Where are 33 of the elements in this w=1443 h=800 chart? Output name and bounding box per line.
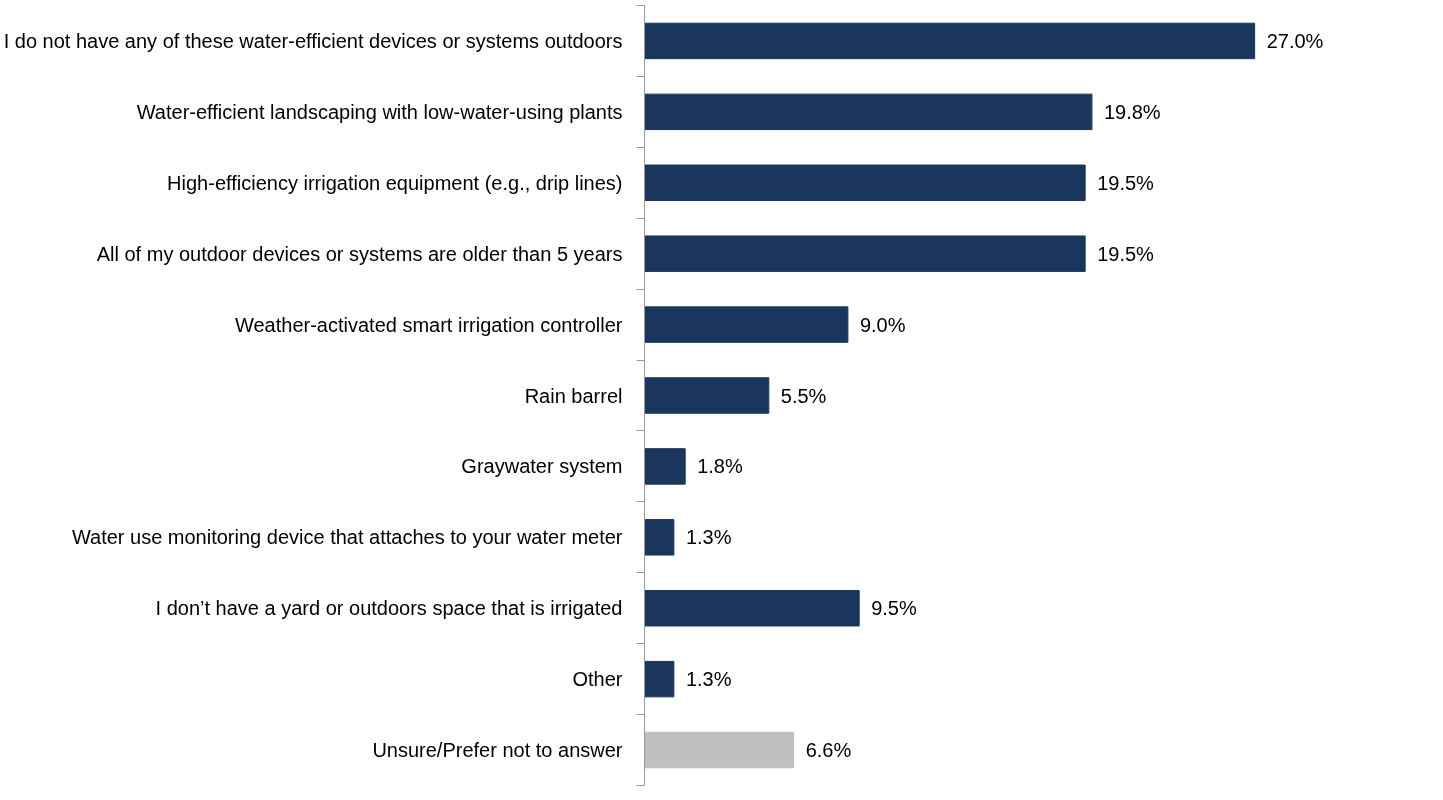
data-label: 6.6% (805, 739, 852, 762)
data-label: 1.3% (685, 668, 732, 691)
y-tick-label: Water-efficient landscaping with low-water-using plants (136, 100, 623, 123)
data-label: 19.5% (1097, 171, 1155, 194)
y-tick-label: All of my outdoor devices or systems are older than 5 years (96, 242, 623, 265)
y-tick-label: High-efficiency irrigation equipment (e.g., drip lines) (167, 171, 623, 194)
bar (644, 519, 675, 556)
y-tick-label: Graywater system (461, 455, 623, 478)
data-label: 19.5% (1097, 242, 1155, 265)
y-tick-label: I do not have any of these water-efficient devices or systems outdoors (3, 29, 623, 52)
data-label: 5.5% (780, 384, 827, 407)
bar (644, 306, 849, 343)
bar (644, 235, 1086, 272)
data-label: 27.0% (1266, 29, 1324, 52)
bar (644, 660, 675, 698)
data-label: 1.8% (697, 455, 743, 478)
data-label: 19.8% (1103, 100, 1161, 123)
y-tick-label: Rain barrel (524, 384, 623, 407)
data-label: 1.3% (685, 526, 732, 549)
bar (644, 448, 686, 485)
bar (644, 22, 1256, 60)
data-label: 9.5% (871, 597, 917, 620)
bar (644, 164, 1086, 201)
data-label: 9.0% (859, 313, 906, 336)
bar (644, 590, 860, 627)
y-tick-label: Weather-activated smart irrigation controller (234, 313, 623, 336)
bar (644, 93, 1093, 131)
y-tick-label: I don’t have a yard or outdoors space that is irrigated (155, 597, 623, 620)
y-tick-label: Water use monitoring device that attaches to your water meter (71, 526, 623, 549)
y-tick-label: Other (572, 668, 623, 691)
bar (644, 731, 795, 769)
bar (644, 377, 770, 414)
y-tick-label: Unsure/Prefer not to answer (372, 739, 623, 762)
